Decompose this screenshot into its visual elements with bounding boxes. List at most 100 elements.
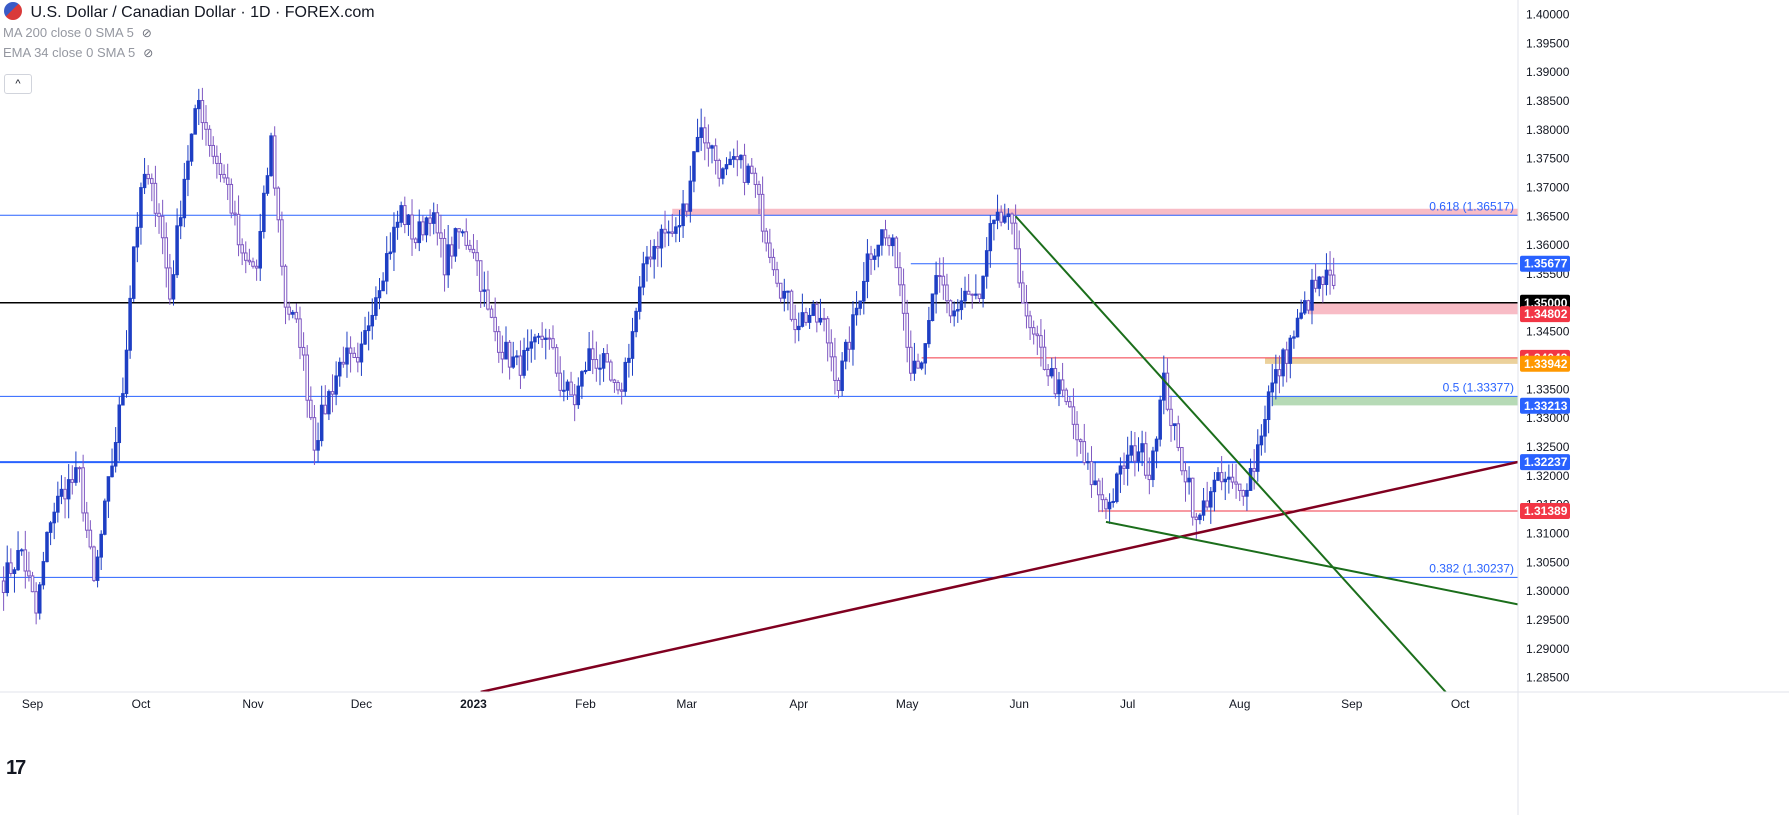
bear-candle (941, 275, 946, 286)
bull-candle (316, 440, 320, 451)
y-tick-label: 1.34500 (1526, 325, 1570, 339)
price-tag-label: 1.35677 (1524, 257, 1568, 271)
fib-label: 0.618 (1.36517) (1429, 199, 1514, 213)
bull-candle (800, 312, 805, 327)
bear-candle (1013, 222, 1018, 250)
bull-candle (95, 556, 100, 581)
bear-candle (247, 259, 252, 263)
bear-candle (323, 404, 328, 415)
bear-candle (1306, 300, 1311, 311)
bear-candle (1321, 276, 1325, 286)
bull-candle (399, 205, 403, 223)
y-tick-label: 1.39500 (1526, 36, 1570, 50)
bull-candle (543, 337, 548, 340)
bear-candle (240, 244, 244, 254)
y-tick-label: 1.32500 (1526, 440, 1570, 454)
bull-candle (504, 341, 508, 360)
bear-candle (489, 308, 494, 318)
bear-candle (771, 256, 776, 271)
bull-candle (782, 290, 787, 299)
bear-candle (793, 318, 797, 331)
y-tick-label: 1.36500 (1526, 209, 1570, 223)
bear-candle (1147, 474, 1152, 481)
bear-candle (713, 145, 718, 161)
bull-candle (974, 293, 978, 296)
chart-legend[interactable]: U.S. Dollar / Canadian Dollar · 1D · FOR… (4, 2, 375, 22)
bull-candle (692, 151, 696, 182)
bull-candle (1140, 443, 1144, 453)
y-tick-label: 1.38500 (1526, 94, 1570, 108)
bear-candle (825, 318, 830, 344)
bear-candle (1194, 516, 1199, 521)
hidden-eye-icon[interactable]: ⊘ (143, 46, 154, 60)
bull-candle (934, 275, 938, 295)
bear-candle (77, 467, 82, 470)
bull-candle (374, 297, 378, 316)
sr-zone (1265, 358, 1518, 364)
hidden-eye-icon[interactable]: ⊘ (141, 26, 152, 40)
bear-candle (616, 381, 620, 391)
bull-candle (981, 275, 985, 299)
x-tick-label: Dec (351, 697, 372, 711)
bear-candle (153, 182, 158, 214)
bear-candle (63, 488, 67, 500)
price-tag-label: 1.33213 (1524, 399, 1568, 413)
bull-candle (587, 348, 591, 371)
bull-candle (1154, 438, 1159, 452)
bear-candle (836, 379, 841, 391)
bull-candle (41, 561, 46, 586)
y-tick-label: 1.32000 (1526, 469, 1570, 483)
bull-candle (1299, 312, 1303, 319)
bear-candle (30, 575, 35, 593)
bear-candle (554, 347, 559, 374)
bull-candle (103, 500, 107, 535)
bear-candle (287, 306, 291, 315)
bull-candle (363, 330, 367, 345)
bear-candle (815, 303, 819, 323)
currency-flag-icon (4, 2, 22, 20)
indicator-ma200[interactable]: MA 200 close 0 SMA 5 ⊘ (3, 25, 152, 40)
indicator-label: MA 200 close 0 SMA 5 (3, 25, 134, 40)
bear-candle (572, 394, 577, 406)
bull-candle (460, 231, 465, 234)
y-tick-label: 1.39000 (1526, 65, 1570, 79)
bear-candle (775, 269, 779, 284)
bull-candle (1274, 369, 1278, 384)
bull-candle (327, 391, 331, 415)
bear-candle (442, 237, 447, 276)
bull-candle (923, 343, 928, 364)
bull-candle (862, 280, 866, 302)
bull-candle (840, 360, 844, 391)
bear-candle (540, 335, 544, 340)
bear-candle (1143, 443, 1148, 476)
bull-candle (56, 495, 60, 513)
bull-candle (1115, 473, 1119, 502)
bear-candle (1241, 490, 1246, 497)
bull-candle (807, 314, 812, 323)
price-tag-label: 1.32237 (1524, 455, 1568, 469)
bear-candle (160, 215, 165, 239)
bull-candle (189, 133, 194, 162)
bear-candle (735, 156, 740, 161)
bull-candle (1118, 465, 1123, 475)
bear-candle (1237, 483, 1242, 492)
bull-candle (388, 251, 393, 255)
indicator-ema34[interactable]: EMA 34 close 0 SMA 5 ⊘ (3, 45, 153, 60)
bear-candle (305, 354, 309, 401)
bull-candle (721, 168, 725, 179)
bull-candle (1324, 269, 1329, 286)
bear-candle (898, 267, 902, 286)
bull-candle (1256, 444, 1260, 472)
collapse-legend-button[interactable]: ^ (4, 74, 32, 94)
bear-candle (909, 346, 913, 374)
y-tick-label: 1.29500 (1526, 613, 1570, 627)
bull-candle (262, 192, 266, 233)
bull-candle (110, 465, 114, 478)
bear-candle (309, 399, 313, 419)
bear-candle (1053, 368, 1058, 395)
y-tick-label: 1.33500 (1526, 382, 1570, 396)
price-tag (1520, 255, 1570, 272)
bull-candle (290, 311, 295, 315)
bull-candle (381, 280, 385, 292)
